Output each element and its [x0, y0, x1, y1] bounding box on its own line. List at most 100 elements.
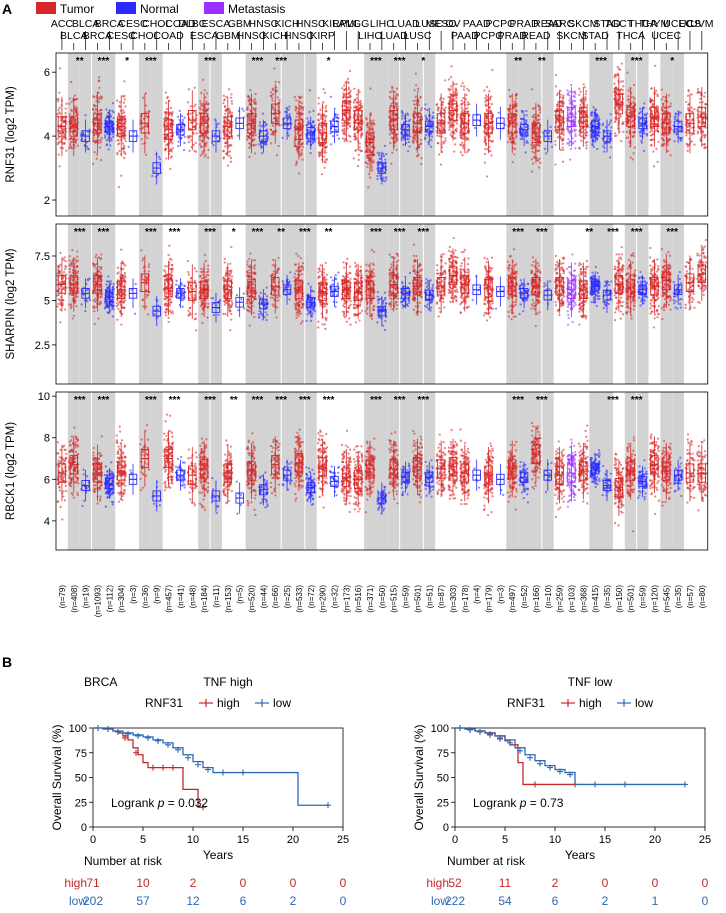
data-point — [164, 149, 167, 152]
data-point — [198, 138, 202, 141]
cancer-type-label: HNSC — [296, 18, 326, 50]
data-point — [416, 90, 419, 93]
cancer-type-text: THYM — [640, 18, 670, 30]
data-point — [59, 119, 62, 122]
data-point — [391, 132, 394, 135]
data-point — [414, 95, 417, 98]
data-point — [319, 152, 323, 155]
data-point — [301, 158, 304, 161]
data-point — [121, 142, 125, 145]
data-point — [323, 149, 327, 152]
data-point — [110, 139, 113, 142]
cancer-type-text: SKCM — [568, 18, 598, 30]
data-point — [337, 137, 341, 140]
data-point — [654, 64, 657, 67]
cancer-type-text: COAD — [153, 30, 184, 42]
data-point — [449, 113, 452, 116]
cancer-type-text: CHOL — [142, 18, 171, 30]
data-point — [323, 160, 326, 163]
cancer-type-label: THCA — [628, 18, 657, 50]
data-point — [325, 109, 328, 113]
data-point — [294, 163, 298, 166]
data-point — [429, 145, 433, 148]
data-point — [349, 140, 352, 143]
data-point — [669, 154, 672, 157]
data-point — [649, 98, 652, 102]
data-point — [490, 154, 493, 157]
data-point — [118, 105, 122, 109]
data-point — [74, 98, 77, 101]
data-point — [654, 111, 657, 114]
box-33 — [447, 65, 459, 153]
data-point — [123, 94, 126, 97]
data-point — [56, 272, 59, 276]
data-point — [444, 79, 447, 82]
data-point — [442, 97, 445, 101]
data-point — [164, 116, 167, 120]
cancer-type-text: DLBC — [178, 18, 206, 30]
data-point — [447, 122, 451, 125]
data-point — [385, 178, 388, 181]
data-point — [58, 129, 62, 133]
data-point — [656, 94, 659, 98]
data-point — [686, 106, 690, 110]
cancer-type-label: HNSC — [248, 18, 279, 50]
cancer-type-text: CHOL — [130, 30, 159, 42]
data-point — [685, 142, 688, 145]
data-point — [591, 139, 595, 142]
cancer-type-text: SARC — [545, 18, 575, 30]
significance-stars: *** — [98, 56, 110, 67]
data-point — [595, 127, 599, 130]
data-point — [373, 122, 376, 125]
data-point — [690, 93, 693, 96]
data-point — [156, 173, 160, 176]
data-point — [408, 145, 411, 148]
data-point — [86, 147, 90, 150]
cancer-type-label: HNSC — [284, 30, 314, 50]
data-point — [352, 157, 355, 160]
data-point — [627, 108, 631, 111]
data-point — [524, 151, 527, 154]
data-point — [118, 121, 121, 125]
data-point — [299, 124, 303, 128]
data-point — [271, 120, 275, 124]
data-point — [383, 144, 386, 148]
data-point — [369, 87, 372, 90]
data-point — [416, 87, 420, 91]
data-point — [189, 135, 192, 138]
data-point — [308, 110, 311, 114]
data-point — [97, 113, 100, 117]
data-point — [254, 143, 258, 146]
data-point — [295, 148, 299, 151]
data-point — [400, 109, 404, 113]
data-point — [248, 136, 251, 139]
data-point — [62, 270, 66, 274]
data-point — [454, 94, 457, 97]
cancer-type-text: PCPG — [485, 18, 515, 30]
data-point — [245, 134, 249, 138]
cancer-type-label: READ — [521, 30, 551, 50]
data-point — [313, 139, 317, 142]
data-point — [236, 134, 240, 137]
cancer-type-text: HNSC — [237, 30, 267, 42]
data-point — [455, 127, 458, 130]
data-point — [199, 102, 202, 105]
data-point — [367, 186, 370, 189]
data-point — [574, 147, 577, 150]
cancer-type-label: BLCA — [60, 30, 87, 50]
data-point — [169, 135, 172, 138]
data-point — [106, 115, 110, 118]
data-point — [622, 130, 625, 133]
cancer-type-text: PRAD — [509, 18, 539, 30]
data-point — [165, 143, 168, 147]
data-point — [121, 109, 125, 112]
cancer-type-text: ESCA — [202, 18, 231, 30]
data-point — [287, 108, 290, 111]
box-4 — [103, 102, 115, 151]
data-point — [57, 108, 60, 112]
data-point — [562, 148, 565, 151]
data-point — [200, 115, 204, 119]
significance-stars: ** — [538, 56, 546, 67]
cancer-type-text: LUSC — [403, 30, 431, 42]
data-point — [308, 140, 311, 143]
